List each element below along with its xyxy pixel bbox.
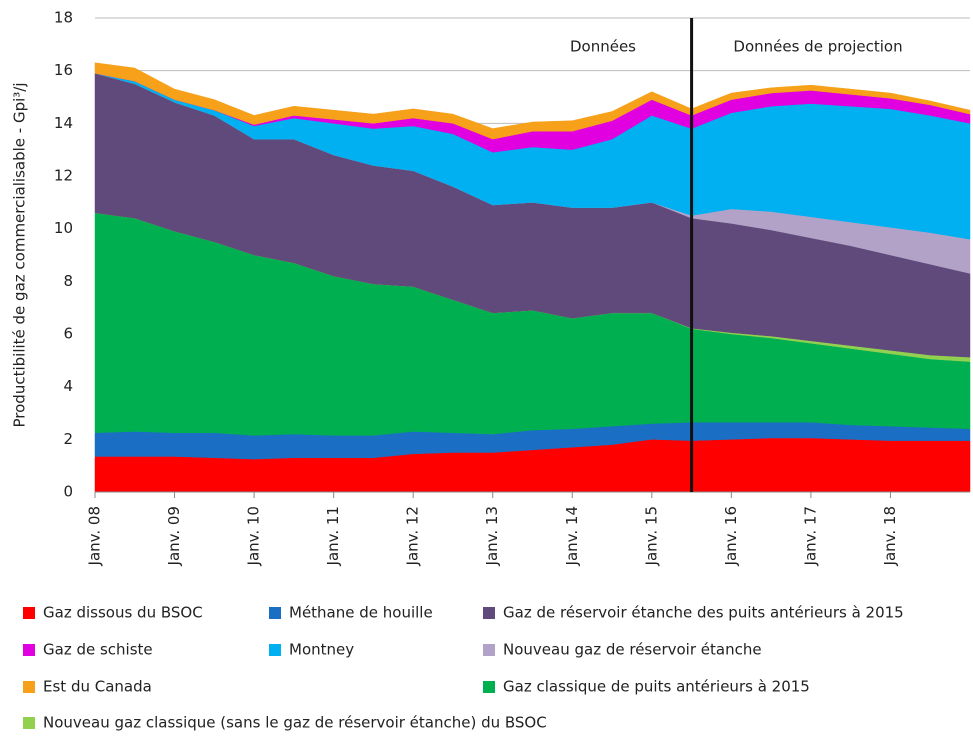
x-tick-label: Janv. 08 xyxy=(86,506,104,566)
legend-label: Nouveau gaz de réservoir étanche xyxy=(503,641,762,659)
legend-swatch xyxy=(483,607,495,619)
legend-swatch xyxy=(23,644,35,656)
y-tick-label: 14 xyxy=(54,114,73,132)
legend-label: Montney xyxy=(289,641,354,659)
legend-swatch xyxy=(23,607,35,619)
y-tick-label: 16 xyxy=(54,61,73,79)
y-tick-label: 8 xyxy=(63,272,73,290)
legend-label: Gaz dissous du BSOC xyxy=(43,604,203,622)
annotation: Données de projection xyxy=(733,38,902,56)
x-tick-label: Janv. 14 xyxy=(563,506,581,566)
legend-swatch xyxy=(23,717,35,729)
x-tick-label: Janv. 11 xyxy=(324,506,342,566)
y-tick-label: 2 xyxy=(63,430,73,448)
legend-swatch xyxy=(269,644,281,656)
legend-swatch xyxy=(483,681,495,693)
y-tick-label: 4 xyxy=(63,377,73,395)
legend-swatch xyxy=(269,607,281,619)
legend-label: Méthane de houille xyxy=(289,604,433,622)
legend-swatch xyxy=(483,644,495,656)
legend-label: Nouveau gaz classique (sans le gaz de ré… xyxy=(43,714,547,732)
x-tick-label: Janv. 15 xyxy=(642,506,660,566)
legend-label: Gaz classique de puits antérieurs à 2015 xyxy=(503,678,810,696)
legend-swatch xyxy=(23,681,35,693)
y-tick-label: 18 xyxy=(54,9,73,27)
x-tick-label: Janv. 17 xyxy=(801,506,819,566)
legend-label: Gaz de schiste xyxy=(43,641,153,659)
y-tick-label: 10 xyxy=(54,219,73,237)
y-tick-label: 6 xyxy=(63,325,73,343)
y-tick-label: 12 xyxy=(54,167,73,185)
y-axis-label: Productibilité de gaz commercialisable -… xyxy=(11,83,29,428)
x-tick-label: Janv. 13 xyxy=(483,506,501,566)
legend-label: Gaz de réservoir étanche des puits antér… xyxy=(503,604,904,622)
y-tick-label: 0 xyxy=(63,483,73,501)
area xyxy=(94,62,971,140)
annotation: Données xyxy=(570,38,636,56)
x-tick-label: Janv. 16 xyxy=(722,506,740,566)
x-tick-label: Janv. 09 xyxy=(165,506,183,566)
x-tick-label: Janv. 18 xyxy=(881,506,899,566)
x-tick-label: Janv. 10 xyxy=(245,506,263,566)
x-tick-label: Janv. 12 xyxy=(404,506,422,566)
legend-label: Est du Canada xyxy=(43,678,152,696)
